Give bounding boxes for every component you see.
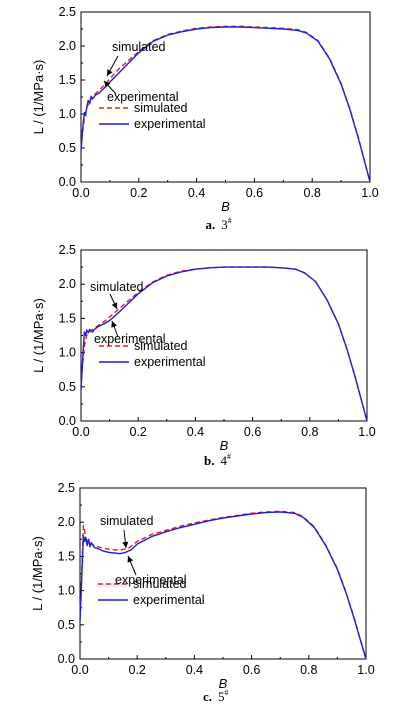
y-tick-label: 0.0: [59, 175, 76, 189]
x-tick-label: 0.6: [246, 186, 263, 200]
series-line-experimental: [79, 511, 367, 660]
x-tick-label: 1.0: [358, 425, 375, 439]
legend: simulated experimental: [99, 101, 206, 131]
caption-letter: b.: [204, 453, 214, 468]
x-tick-label: 0.2: [130, 186, 147, 200]
y-tick-label: 1.5: [58, 549, 75, 563]
x-tick-label: 0.0: [72, 425, 89, 439]
panel-caption: c. 5#: [203, 688, 229, 704]
panel-caption: a. 3#: [206, 216, 232, 232]
x-tick-label: 0.6: [243, 663, 260, 677]
y-tick-label: 1.0: [59, 107, 76, 121]
y-tick-label: 0.5: [59, 380, 76, 394]
x-axis-label: B: [220, 438, 229, 453]
y-axis-label: L / (1/MPa·s): [30, 536, 45, 611]
y-tick-label: 0.0: [59, 414, 76, 428]
y-tick-label: 1.0: [58, 584, 75, 598]
caption-label: 4: [220, 453, 227, 468]
y-tick-label: 2.0: [59, 39, 76, 53]
x-tick-label: 0.8: [300, 663, 317, 677]
annotation-simulated: simulated: [112, 40, 166, 54]
y-tick-label: 2.0: [59, 277, 76, 291]
y-tick-label: 1.5: [59, 311, 76, 325]
annotation-simulated: simulated: [100, 514, 154, 528]
y-tick-label: 1.0: [59, 346, 76, 360]
y-tick-label: 2.5: [59, 5, 76, 19]
x-tick-label: 0.2: [129, 663, 146, 677]
panel-caption: b. 4#: [204, 452, 231, 468]
x-tick-label: 1.0: [361, 186, 378, 200]
y-tick-label: 1.5: [59, 73, 76, 87]
y-tick-label: 0.5: [59, 141, 76, 155]
legend-label-experimental: experimental: [133, 593, 205, 607]
annotation-experimental: experimental: [115, 573, 187, 587]
chart-panel-b: 0.0 0.2 0.4 0.6 0.8 1.0 0.0 0.5 1.0 1.5 2.0 2.5 B L /…: [31, 243, 376, 468]
y-axis-label: L / (1/MPa·s): [31, 298, 46, 373]
x-tick-label: 0.0: [71, 663, 88, 677]
annotation-experimental: experimental: [107, 90, 179, 104]
x-tick-label: 1.0: [357, 663, 374, 677]
legend-label-experimental: experimental: [134, 117, 206, 131]
y-tick-label: 0.0: [58, 652, 75, 666]
legend-label-simulated: simulated: [133, 577, 187, 591]
chart-panel-c: 0.0 0.2 0.4 0.6 0.8 1.0 0.0 0.5 1.0 1.5 2.0 2.5 B L /…: [30, 481, 375, 704]
y-tick-label: 2.5: [58, 481, 75, 495]
caption-label: 5: [218, 689, 225, 704]
series-line-experimental: [80, 266, 368, 422]
legend-label-experimental: experimental: [134, 355, 206, 369]
chart-panel-a: 0.0 0.2 0.4 0.6 0.8 1.0 0.0 0.5 1.0 1.5 2.0 2.5 B L /…: [31, 5, 379, 232]
y-tick-label: 2.0: [58, 515, 75, 529]
annotation-arrow-head: [107, 69, 113, 76]
annotation-arrow-head: [104, 81, 111, 88]
x-tick-label: 0.8: [301, 425, 318, 439]
x-tick-label: 0.6: [244, 425, 261, 439]
annotation-experimental: experimental: [94, 332, 166, 346]
annotation-arrow-head: [111, 302, 118, 309]
y-tick-label: 2.5: [59, 243, 76, 257]
legend: simulated experimental: [98, 577, 205, 607]
caption-superscript: #: [228, 216, 232, 225]
y-axis-label: L / (1/MPa·s): [31, 60, 46, 135]
x-tick-label: 0.0: [72, 186, 89, 200]
x-tick-label: 0.4: [187, 425, 204, 439]
x-tick-label: 0.4: [186, 663, 203, 677]
x-tick-label: 0.8: [304, 186, 321, 200]
legend: simulated experimental: [99, 339, 206, 369]
x-tick-label: 0.4: [188, 186, 205, 200]
annotation-arrow-head: [127, 556, 134, 563]
annotation-arrow-head: [122, 541, 129, 548]
caption-superscript: #: [227, 452, 231, 461]
annotation-arrow-head: [111, 321, 117, 328]
x-axis-label: B: [219, 676, 228, 691]
caption-label: 3: [221, 217, 228, 232]
caption-superscript: #: [225, 688, 229, 697]
caption-letter: c.: [203, 689, 212, 704]
x-axis-label: B: [221, 199, 230, 214]
annotation-simulated: simulated: [90, 280, 144, 294]
x-tick-label: 0.2: [130, 425, 147, 439]
legend-label-simulated: simulated: [134, 101, 188, 115]
y-tick-label: 0.5: [58, 618, 75, 632]
series-line-experimental: [80, 26, 371, 183]
caption-letter: a.: [206, 217, 216, 232]
legend-label-simulated: simulated: [134, 339, 188, 353]
